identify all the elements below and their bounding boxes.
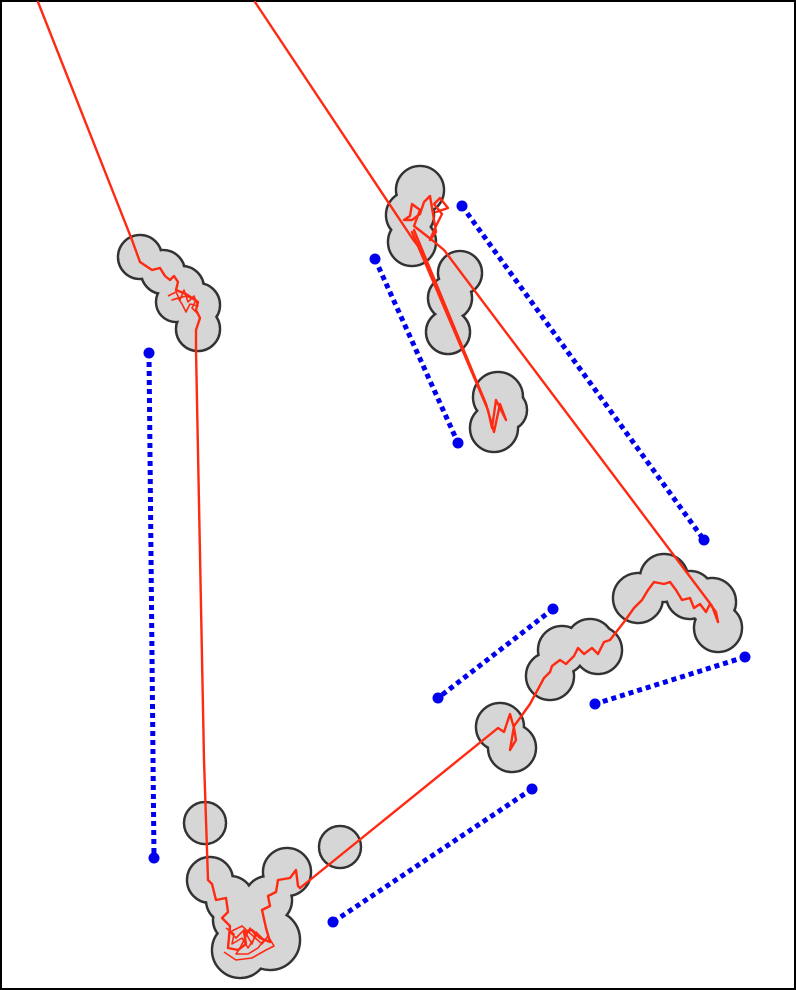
- track-left-jitter: [167, 289, 199, 315]
- track-bottom-to-center: [298, 580, 720, 890]
- connector-dotted-line: [146, 352, 157, 859]
- connector-dotted-line: [594, 654, 746, 707]
- track-left-entry: [36, 0, 210, 882]
- connector-endpoint-start: [739, 651, 751, 663]
- blob-fill: [264, 849, 310, 895]
- connector-dotted-line: [331, 786, 534, 925]
- connector-upper-middle: [369, 253, 464, 449]
- blob-fill: [214, 899, 256, 941]
- connector-endpoint-end: [148, 852, 160, 864]
- connector-dotted-line: [459, 204, 707, 542]
- connector-endpoint-start: [143, 347, 155, 359]
- blob-fill: [429, 277, 471, 319]
- connector-dotted-line: [436, 607, 555, 700]
- connector-upper-right: [456, 200, 710, 546]
- connector-endpoint-end: [327, 916, 339, 928]
- blue-connectors: [143, 200, 751, 928]
- blob-fill: [575, 627, 621, 673]
- connector-endpoint-end: [589, 698, 601, 710]
- track-bottom-jitter: [223, 925, 275, 961]
- track-top-entry: [253, 0, 420, 248]
- connector-right-short: [589, 651, 751, 710]
- track-upper-middle-descent: [410, 228, 508, 434]
- blob-fill: [320, 827, 360, 867]
- red-trajectory: [36, 0, 720, 961]
- connector-endpoint-end: [698, 534, 710, 546]
- connector-endpoint-end: [432, 692, 444, 704]
- track-right-to-top: [402, 194, 720, 624]
- connector-lower-diagonal: [327, 783, 538, 928]
- connector-middle-short: [432, 603, 559, 704]
- connector-endpoint-start: [456, 200, 468, 212]
- connector-left-vertical: [143, 347, 160, 864]
- blob-fill: [695, 605, 741, 651]
- connector-endpoint-start: [369, 253, 381, 265]
- blob-fill: [177, 308, 219, 350]
- connector-endpoint-end: [452, 437, 464, 449]
- connector-endpoint-start: [547, 603, 559, 615]
- blob-fill: [389, 219, 435, 265]
- connector-endpoint-start: [526, 783, 538, 795]
- connector-dotted-line: [372, 257, 461, 445]
